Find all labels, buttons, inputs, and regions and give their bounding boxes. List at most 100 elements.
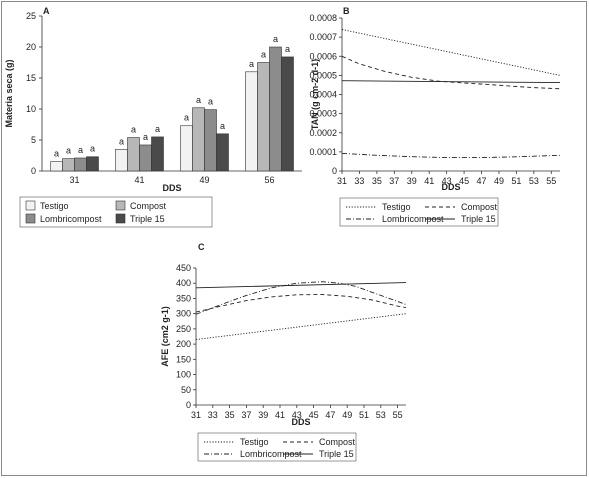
panel-a-significance-letter: a <box>119 136 124 146</box>
panel-b-label: B <box>343 6 350 16</box>
panel-a-ytick-label: 15 <box>26 73 36 83</box>
panel-b-ytick-label: 0.0006 <box>309 51 337 61</box>
panel-a-bar-49-compost <box>192 107 205 172</box>
panel-a-significance-letter: a <box>220 121 225 131</box>
panel-b-xtick-label: 31 <box>337 176 347 186</box>
panel-b-xtick-label: 43 <box>442 176 452 186</box>
panel-a-bar-31-lombricompost <box>74 157 87 172</box>
panel-b-xtick-label: 53 <box>529 176 539 186</box>
panel-c-line-lombricompost <box>195 281 407 315</box>
panel-c-xlabel: DDS <box>291 417 310 427</box>
panel-b-xtick-label: 51 <box>511 176 521 186</box>
panel-c-xtick-label: 53 <box>376 410 386 420</box>
panel-a-ytick-label: 10 <box>26 104 36 114</box>
panel-c-ytick-label: 450 <box>176 263 191 273</box>
panel-a-bar-31-testigo <box>50 161 63 172</box>
panel-c-xtick-label: 37 <box>241 410 251 420</box>
panel-b-ytick-label: 0.0002 <box>309 128 337 138</box>
panel-a-legend-label: Lombricompost <box>40 214 102 224</box>
panel-b-legend-label: Lombricompost <box>382 214 444 224</box>
panel-a-ytick-label: 5 <box>31 135 36 145</box>
panel-a-ytick-label: 20 <box>26 42 36 52</box>
panel-a-legend-label: Triple 15 <box>130 214 165 224</box>
panel-b-legend-label: Compost <box>461 202 498 212</box>
panel-a-legend-swatch <box>25 213 36 224</box>
panel-a-significance-letter: a <box>78 145 83 155</box>
panel-c-xtick-label: 41 <box>275 410 285 420</box>
panel-b-line-compost <box>341 55 561 90</box>
panel-a-legend-swatch <box>115 200 126 211</box>
panel-b-ylabel: TAN (g cm-2 d-1) <box>310 59 320 130</box>
panel-c-xtick-label: 51 <box>359 410 369 420</box>
panel-c-xtick-label: 33 <box>208 410 218 420</box>
panel-c-legend-label: Triple 15 <box>319 449 354 459</box>
panel-b-xtick-label: 35 <box>372 176 382 186</box>
panel-a-label: A <box>43 6 50 16</box>
panel-b-legend-label: Testigo <box>382 202 411 212</box>
panel-c-xtick-label: 31 <box>191 410 201 420</box>
panel-a-bar-49-testigo <box>180 125 193 172</box>
panel-a-bar-56-triple-15 <box>281 56 294 172</box>
panel-c-ytick-label: 150 <box>176 354 191 364</box>
panel-c-xtick-label: 35 <box>225 410 235 420</box>
panel-a-bar-56-testigo <box>245 71 258 172</box>
panel-a-legend-box <box>19 196 213 228</box>
panel-c-xtick-label: 47 <box>325 410 335 420</box>
panel-b-xtick-label: 45 <box>459 176 469 186</box>
panel-b-ytick-label: 0.0001 <box>309 147 337 157</box>
panel-b-ytick-label: 0.0008 <box>309 13 337 23</box>
panel-c-ytick-label: 250 <box>176 324 191 334</box>
panel-c-ytick-label: 400 <box>176 278 191 288</box>
panel-a-legend-label: Compost <box>130 201 167 211</box>
panel-b-line-testigo <box>341 29 561 76</box>
panel-a-ylabel: Materia seca (g) <box>4 59 14 127</box>
panel-c-legend-label: Compost <box>319 437 356 447</box>
panel-b-xtick-label: 41 <box>424 176 434 186</box>
panel-a-bar-49-lombricompost <box>204 109 217 172</box>
panel-c-ytick-label: 350 <box>176 293 191 303</box>
panel-a-xtick-label: 31 <box>69 175 79 185</box>
panel-a-xlabel: DDS <box>162 183 181 193</box>
panel-a-xtick-label: 49 <box>199 175 209 185</box>
panel-b-ytick-label: 0.0007 <box>309 32 337 42</box>
panel-a-bar-41-triple-15 <box>151 136 164 172</box>
panel-b-xtick-label: 55 <box>546 176 556 186</box>
panel-c-ytick-label: 200 <box>176 339 191 349</box>
panel-a-bar-56-compost <box>257 62 270 172</box>
panel-b-ytick-label: 0.0003 <box>309 109 337 119</box>
panel-c-xtick-label: 55 <box>393 410 403 420</box>
panel-a-xtick-label: 41 <box>134 175 144 185</box>
panel-a-significance-letter: a <box>66 146 71 156</box>
panel-a-bar-41-testigo <box>115 149 128 172</box>
panel-b-xtick-label: 47 <box>477 176 487 186</box>
panel-c-ytick-label: 50 <box>181 385 191 395</box>
panel-a-legend-swatch <box>25 200 36 211</box>
panel-c-xtick-label: 45 <box>309 410 319 420</box>
panel-a-bar-31-compost <box>62 158 75 172</box>
panel-c-legend-label: Lombricompost <box>240 449 302 459</box>
panel-b-ytick-label: 0 <box>332 166 337 176</box>
panel-c-xtick-label: 43 <box>292 410 302 420</box>
panel-a-significance-letter: a <box>285 44 290 54</box>
panel-a-ytick-label: 25 <box>26 11 36 21</box>
panel-a-significance-letter: a <box>90 144 95 154</box>
panel-c-line-testigo <box>195 313 407 340</box>
panel-a-xtick-label: 56 <box>264 175 274 185</box>
panel-a-bar-31-triple-15 <box>86 156 99 172</box>
panel-a-significance-letter: a <box>131 125 136 135</box>
panel-b-ytick-label: 0.0004 <box>309 90 337 100</box>
panel-b-xlabel: DDS <box>441 182 460 192</box>
panel-b-xtick-label: 39 <box>407 176 417 186</box>
panel-c-ytick-label: 0 <box>186 400 191 410</box>
panel-a-significance-letter: a <box>261 50 266 60</box>
panel-a-significance-letter: a <box>143 132 148 142</box>
panel-a-bar-49-triple-15 <box>216 133 229 172</box>
panel-a-significance-letter: a <box>155 124 160 134</box>
panel-b-line-triple-15 <box>341 80 561 84</box>
panel-a-significance-letter: a <box>196 95 201 105</box>
panel-c-line-triple-15 <box>195 282 407 289</box>
panel-c-legend-box <box>197 432 357 462</box>
panel-c-xtick-label: 39 <box>258 410 268 420</box>
panel-a-bar-56-lombricompost <box>269 46 282 172</box>
